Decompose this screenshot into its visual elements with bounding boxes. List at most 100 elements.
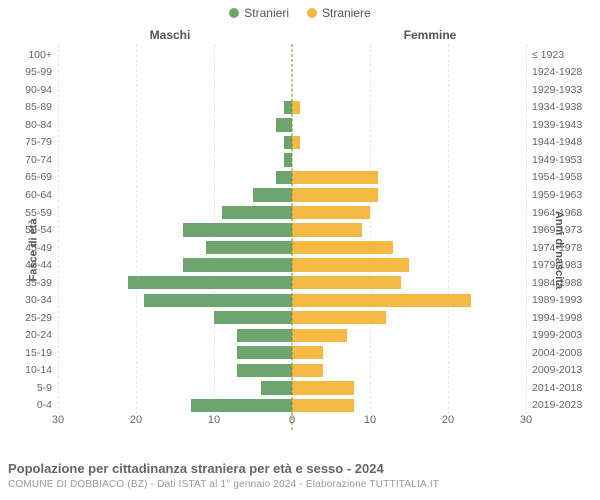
male-half bbox=[58, 344, 292, 362]
female-half bbox=[292, 274, 526, 292]
bar-male bbox=[237, 346, 292, 359]
female-half bbox=[292, 239, 526, 257]
age-label: 85-89 bbox=[0, 99, 56, 117]
bar-male bbox=[253, 188, 292, 201]
age-label: 25-29 bbox=[0, 309, 56, 327]
legend: Stranieri Straniere bbox=[0, 0, 600, 20]
birth-label: 1994-1998 bbox=[528, 309, 600, 327]
bar-female bbox=[292, 311, 386, 324]
bar-female bbox=[292, 101, 300, 114]
birth-label: 2009-2013 bbox=[528, 362, 600, 380]
chart-title: Popolazione per cittadinanza straniera p… bbox=[8, 461, 592, 476]
female-half bbox=[292, 99, 526, 117]
column-headers: Maschi Femmine bbox=[0, 28, 600, 42]
male-half bbox=[58, 274, 292, 292]
birth-label: 1954-1958 bbox=[528, 169, 600, 187]
bar-female bbox=[292, 294, 471, 307]
bar-male bbox=[222, 206, 292, 219]
zero-line bbox=[292, 44, 293, 430]
male-half bbox=[58, 134, 292, 152]
chart-area: 3020100102030 bbox=[58, 44, 526, 430]
birth-label: 1999-2003 bbox=[528, 327, 600, 345]
male-half bbox=[58, 309, 292, 327]
header-male: Maschi bbox=[0, 28, 300, 42]
female-half bbox=[292, 151, 526, 169]
age-labels: 100+95-9990-9485-8980-8475-7970-7465-696… bbox=[0, 46, 56, 414]
age-label: 45-49 bbox=[0, 239, 56, 257]
bar-female bbox=[292, 171, 378, 184]
female-half bbox=[292, 81, 526, 99]
birth-label: 1964-1968 bbox=[528, 204, 600, 222]
x-tick-label: 30 bbox=[520, 414, 532, 426]
bar-male bbox=[261, 381, 292, 394]
male-half bbox=[58, 151, 292, 169]
age-label: 5-9 bbox=[0, 379, 56, 397]
bar-female bbox=[292, 241, 393, 254]
age-label: 95-99 bbox=[0, 64, 56, 82]
birth-labels: ≤ 19231924-19281929-19331934-19381939-19… bbox=[528, 46, 600, 414]
male-half bbox=[58, 46, 292, 64]
male-half bbox=[58, 291, 292, 309]
female-half bbox=[292, 379, 526, 397]
bar-female bbox=[292, 399, 354, 412]
male-half bbox=[58, 81, 292, 99]
bar-male bbox=[183, 223, 292, 236]
male-half bbox=[58, 327, 292, 345]
legend-label-male: Stranieri bbox=[244, 6, 289, 20]
age-label: 35-39 bbox=[0, 274, 56, 292]
footer: Popolazione per cittadinanza straniera p… bbox=[8, 461, 592, 490]
female-half bbox=[292, 397, 526, 415]
bar-female bbox=[292, 346, 323, 359]
male-half bbox=[58, 256, 292, 274]
x-tick-label: 20 bbox=[130, 414, 142, 426]
legend-label-female: Straniere bbox=[322, 6, 371, 20]
bar-female bbox=[292, 329, 347, 342]
bar-female bbox=[292, 381, 354, 394]
age-label: 50-54 bbox=[0, 221, 56, 239]
birth-label: 1939-1943 bbox=[528, 116, 600, 134]
age-label: 75-79 bbox=[0, 134, 56, 152]
bar-female bbox=[292, 364, 323, 377]
x-tick-label: 20 bbox=[442, 414, 454, 426]
female-half bbox=[292, 204, 526, 222]
bar-female bbox=[292, 276, 401, 289]
male-half bbox=[58, 116, 292, 134]
bar-male bbox=[191, 399, 292, 412]
male-half bbox=[58, 397, 292, 415]
bar-female bbox=[292, 188, 378, 201]
male-half bbox=[58, 221, 292, 239]
age-label: 40-44 bbox=[0, 256, 56, 274]
bar-male bbox=[237, 364, 292, 377]
birth-label: 1969-1973 bbox=[528, 221, 600, 239]
gridline bbox=[526, 44, 527, 414]
age-label: 90-94 bbox=[0, 81, 56, 99]
age-label: 80-84 bbox=[0, 116, 56, 134]
bar-male bbox=[128, 276, 292, 289]
male-half bbox=[58, 186, 292, 204]
age-label: 100+ bbox=[0, 46, 56, 64]
age-label: 10-14 bbox=[0, 362, 56, 380]
female-half bbox=[292, 327, 526, 345]
male-half bbox=[58, 379, 292, 397]
bar-female bbox=[292, 206, 370, 219]
birth-label: 1929-1933 bbox=[528, 81, 600, 99]
birth-label: ≤ 1923 bbox=[528, 46, 600, 64]
birth-label: 2014-2018 bbox=[528, 379, 600, 397]
x-tick-label: 10 bbox=[364, 414, 376, 426]
birth-label: 1959-1963 bbox=[528, 186, 600, 204]
female-half bbox=[292, 221, 526, 239]
birth-label: 1949-1953 bbox=[528, 151, 600, 169]
bar-male bbox=[276, 171, 292, 184]
bar-male bbox=[214, 311, 292, 324]
male-half bbox=[58, 239, 292, 257]
x-tick-label: 10 bbox=[208, 414, 220, 426]
bar-female bbox=[292, 223, 362, 236]
age-label: 65-69 bbox=[0, 169, 56, 187]
birth-label: 1984-1988 bbox=[528, 274, 600, 292]
x-tick-label: 30 bbox=[52, 414, 64, 426]
bar-female bbox=[292, 258, 409, 271]
female-half bbox=[292, 64, 526, 82]
age-label: 70-74 bbox=[0, 151, 56, 169]
birth-label: 1979-1983 bbox=[528, 256, 600, 274]
female-half bbox=[292, 134, 526, 152]
